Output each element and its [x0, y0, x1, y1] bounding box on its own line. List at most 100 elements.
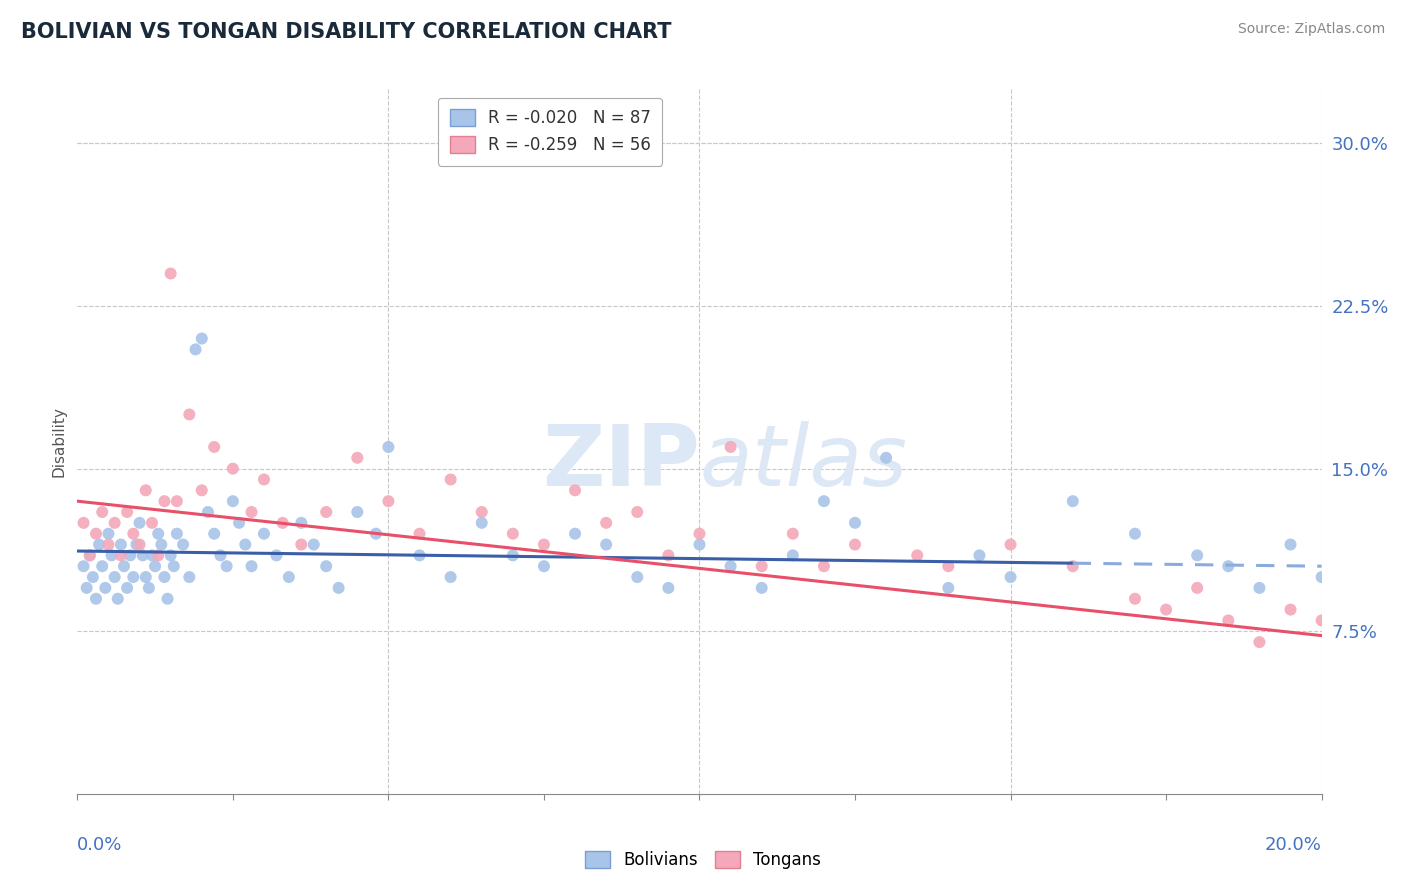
Point	[844, 516, 866, 530]
Point	[240, 559, 263, 574]
Text: Source: ZipAtlas.com: Source: ZipAtlas.com	[1237, 22, 1385, 37]
Point	[179, 570, 201, 584]
Point	[72, 559, 94, 574]
Point	[1218, 559, 1240, 574]
Point	[1279, 537, 1302, 551]
Point	[135, 570, 157, 584]
Point	[1218, 614, 1240, 628]
Point	[936, 581, 959, 595]
Point	[153, 494, 176, 508]
Point	[626, 505, 648, 519]
Point	[1062, 559, 1084, 574]
Point	[222, 494, 245, 508]
Legend: R = -0.020   N = 87, R = -0.259   N = 56: R = -0.020 N = 87, R = -0.259 N = 56	[437, 97, 662, 166]
Point	[115, 581, 138, 595]
Point	[302, 537, 325, 551]
Point	[595, 537, 617, 551]
Point	[782, 549, 804, 563]
Point	[233, 537, 256, 551]
Point	[408, 549, 430, 563]
Point	[125, 537, 148, 551]
Point	[564, 483, 586, 498]
Point	[110, 537, 132, 551]
Point	[1372, 624, 1395, 639]
Point	[1341, 549, 1364, 563]
Point	[720, 440, 742, 454]
Point	[689, 526, 711, 541]
Point	[1123, 591, 1146, 606]
Point	[1185, 581, 1208, 595]
Point	[166, 526, 188, 541]
Point	[141, 549, 163, 563]
Point	[1123, 526, 1146, 541]
Point	[191, 483, 214, 498]
Point	[1000, 537, 1022, 551]
Point	[1000, 570, 1022, 584]
Point	[202, 440, 225, 454]
Point	[172, 537, 194, 551]
Point	[271, 516, 294, 530]
Point	[179, 408, 201, 422]
Point	[148, 526, 170, 541]
Point	[191, 332, 214, 346]
Point	[502, 549, 524, 563]
Point	[159, 549, 181, 563]
Point	[346, 450, 368, 465]
Point	[315, 505, 337, 519]
Point	[228, 516, 250, 530]
Point	[782, 526, 804, 541]
Point	[253, 473, 276, 487]
Point	[277, 570, 299, 584]
Point	[202, 526, 225, 541]
Point	[1403, 657, 1406, 671]
Point	[439, 473, 461, 487]
Point	[253, 526, 276, 541]
Point	[626, 570, 648, 584]
Point	[79, 549, 101, 563]
Point	[159, 267, 181, 281]
Point	[222, 461, 245, 475]
Text: atlas: atlas	[700, 421, 907, 504]
Y-axis label: Disability: Disability	[51, 406, 66, 477]
Point	[290, 537, 312, 551]
Point	[1372, 559, 1395, 574]
Point	[138, 581, 160, 595]
Point	[1062, 494, 1084, 508]
Point	[1341, 591, 1364, 606]
Point	[315, 559, 337, 574]
Point	[377, 440, 399, 454]
Point	[76, 581, 98, 595]
Point	[657, 581, 679, 595]
Point	[936, 559, 959, 574]
Point	[122, 526, 145, 541]
Point	[905, 549, 928, 563]
Point	[115, 505, 138, 519]
Point	[1185, 549, 1208, 563]
Point	[84, 591, 107, 606]
Point	[215, 559, 238, 574]
Point	[100, 549, 122, 563]
Point	[844, 537, 866, 551]
Point	[240, 505, 263, 519]
Point	[143, 559, 166, 574]
Point	[82, 570, 104, 584]
Point	[408, 526, 430, 541]
Point	[751, 581, 773, 595]
Point	[131, 549, 153, 563]
Point	[1310, 614, 1333, 628]
Point	[94, 581, 117, 595]
Point	[1310, 570, 1333, 584]
Point	[209, 549, 232, 563]
Point	[364, 526, 387, 541]
Legend: Bolivians, Tongans: Bolivians, Tongans	[575, 841, 831, 880]
Point	[120, 549, 142, 563]
Point	[564, 526, 586, 541]
Text: ZIP: ZIP	[541, 421, 700, 504]
Point	[875, 450, 897, 465]
Point	[266, 549, 288, 563]
Point	[1403, 581, 1406, 595]
Point	[104, 516, 127, 530]
Text: 0.0%: 0.0%	[77, 836, 122, 855]
Point	[153, 570, 176, 584]
Point	[471, 505, 494, 519]
